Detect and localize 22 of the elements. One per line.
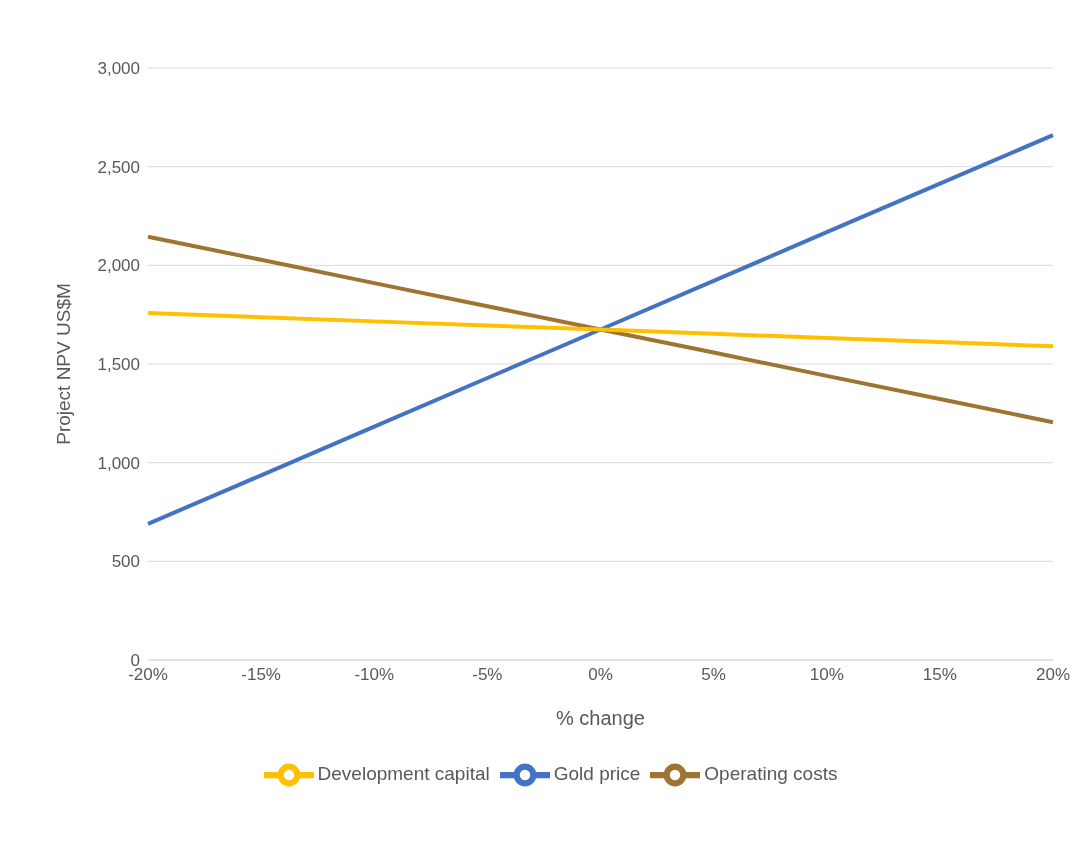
- x-tick-label: 15%: [922, 665, 957, 685]
- x-tick-label: -5%: [472, 665, 503, 685]
- y-tick-label: 1,000: [97, 453, 140, 473]
- y-tick-label: 500: [111, 552, 140, 572]
- y-tick-label: 1,500: [97, 355, 140, 375]
- y-tick-label: 3,000: [97, 59, 140, 79]
- x-tick-label: 5%: [701, 665, 726, 685]
- legend-label: Gold price: [553, 763, 641, 785]
- y-axis-title: Project NPV US$M: [52, 283, 74, 445]
- line-series: [146, 133, 1055, 526]
- x-tick-label: 0%: [588, 665, 613, 685]
- x-tick-label: -15%: [241, 665, 281, 685]
- x-axis-title: % change: [556, 707, 645, 729]
- legend-label: Development capital: [317, 763, 490, 785]
- line-series: [146, 234, 1055, 425]
- legend-label: Operating costs: [704, 763, 838, 785]
- y-tick-label: 2,000: [97, 256, 140, 276]
- y-tick-label: 2,500: [97, 157, 140, 177]
- x-tick-label: -10%: [354, 665, 395, 685]
- x-tick-label: 10%: [809, 665, 844, 685]
- line-series: [146, 311, 1055, 349]
- x-tick-label: 20%: [1035, 665, 1071, 685]
